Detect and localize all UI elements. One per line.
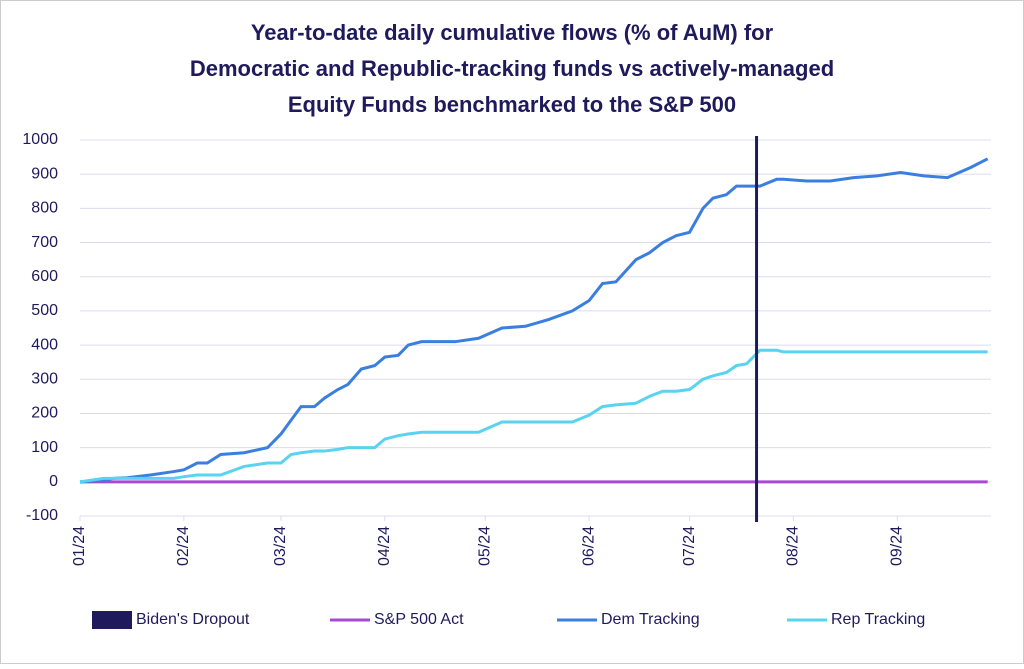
legend-swatch [92, 611, 132, 629]
x-tick-label: 03/24 [272, 526, 289, 566]
chart-title: Democratic and Republic-tracking funds v… [190, 56, 834, 81]
legend-label: S&P 500 Act [374, 611, 464, 628]
y-tick-label: 200 [31, 405, 58, 422]
y-tick-label: 800 [31, 200, 58, 217]
y-tick-label: 700 [31, 234, 58, 251]
x-tick-label: 09/24 [888, 526, 905, 566]
y-tick-label: 400 [31, 336, 58, 353]
legend-label: Dem Tracking [601, 611, 700, 628]
y-tick-label: 600 [31, 268, 58, 285]
y-tick-label: 300 [31, 370, 58, 387]
x-tick-label: 05/24 [476, 526, 493, 566]
x-tick-label: 07/24 [681, 526, 698, 566]
x-tick-label: 02/24 [175, 526, 192, 566]
legend-label: Rep Tracking [831, 611, 925, 628]
y-tick-label: 0 [49, 473, 58, 490]
x-tick-label: 01/24 [71, 526, 88, 566]
y-tick-label: 500 [31, 302, 58, 319]
y-tick-label: 1000 [22, 131, 58, 148]
legend-label: Biden's Dropout [136, 611, 250, 628]
series-line [79, 348, 988, 484]
x-tick-label: 08/24 [785, 526, 802, 566]
y-tick-label: 100 [31, 439, 58, 456]
series-line [79, 157, 989, 484]
chart-title: Year-to-date daily cumulative flows (% o… [251, 20, 774, 45]
chart-title: Equity Funds benchmarked to the S&P 500 [288, 92, 736, 117]
x-tick-label: 04/24 [376, 526, 393, 566]
x-tick-label: 06/24 [580, 526, 597, 566]
y-tick-label: -100 [26, 507, 58, 524]
y-tick-label: 900 [31, 165, 58, 182]
